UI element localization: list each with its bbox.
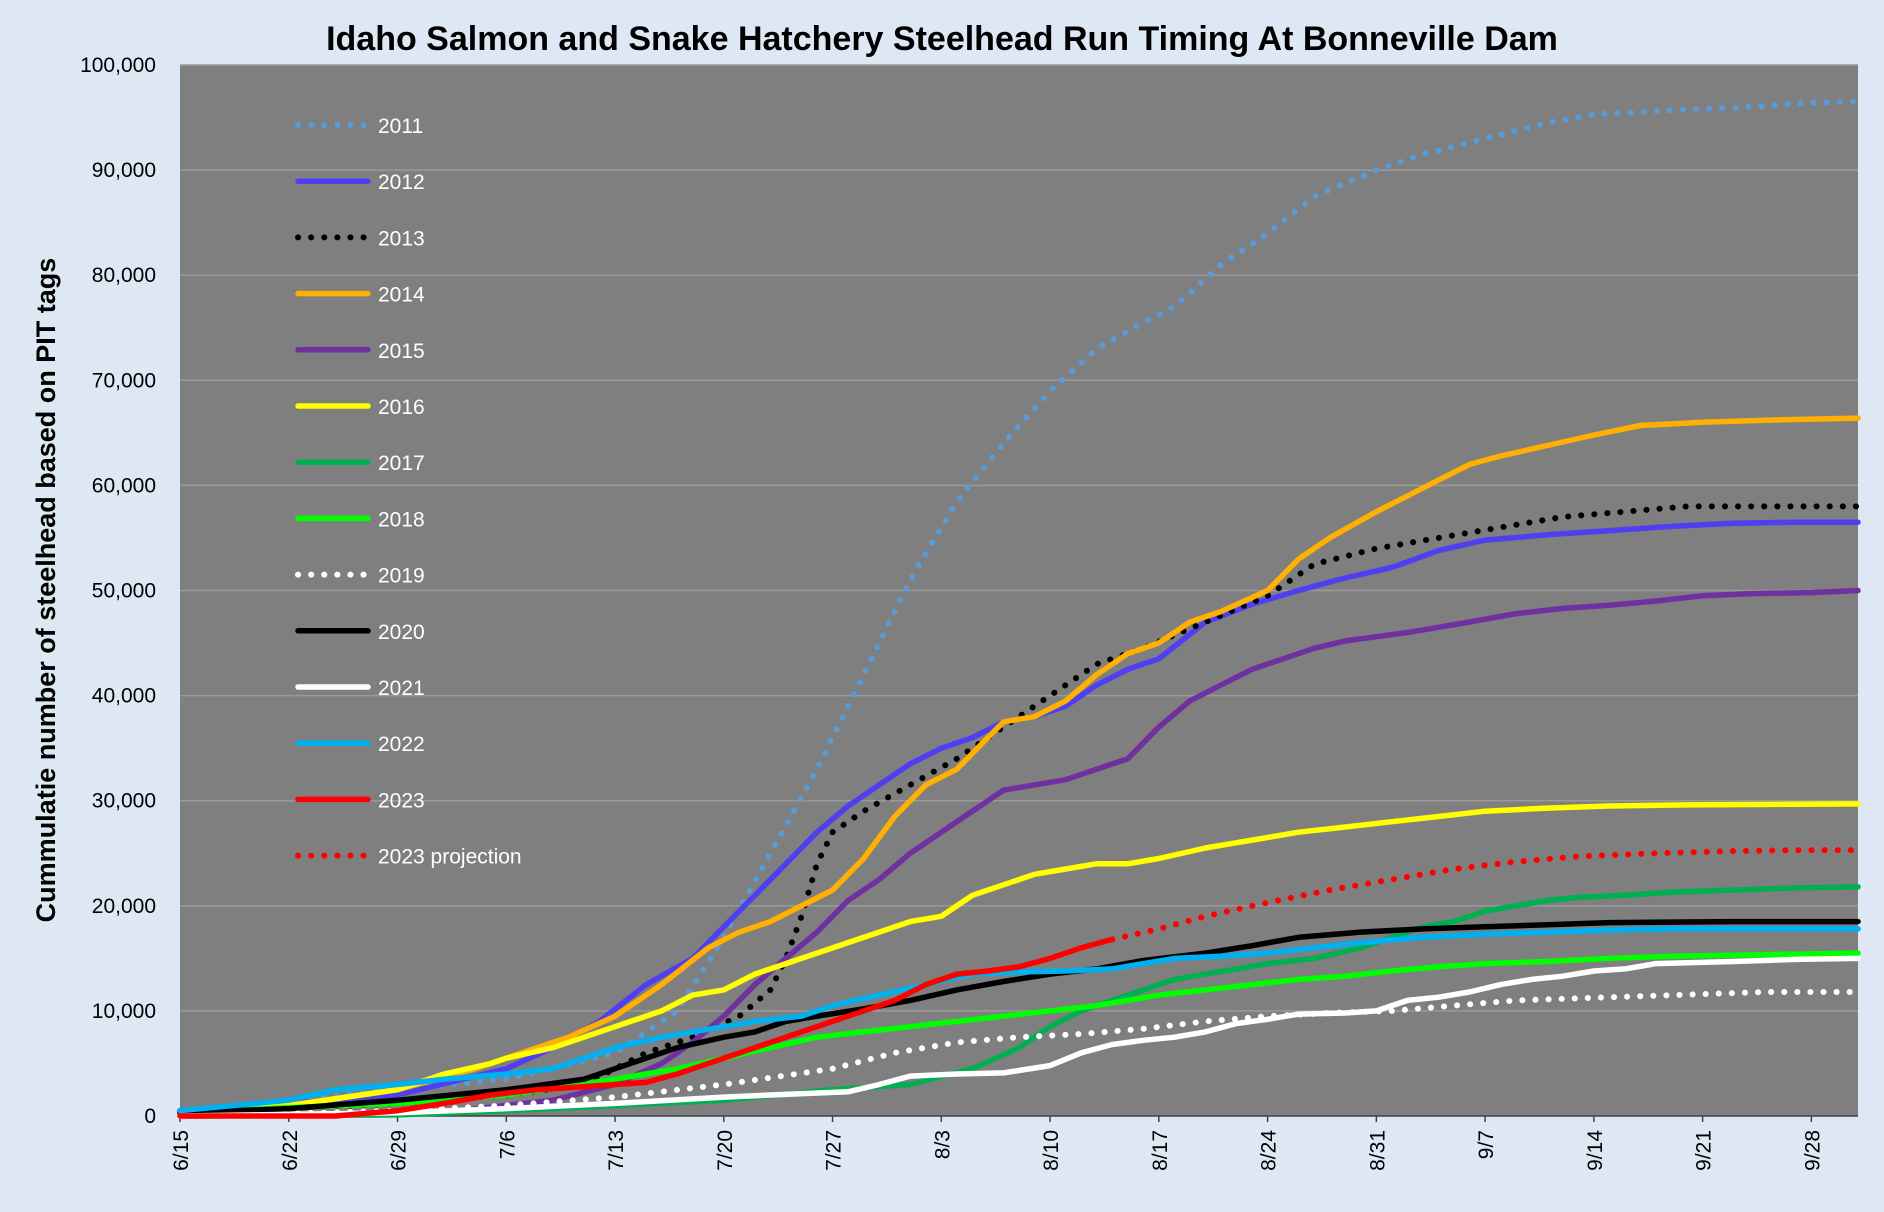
- x-axis: 6/15 6/22 6/29 7/6 7/13 7/20 7/27 8/3 8/10 8/17 8/…: [170, 1115, 1858, 1171]
- y-tick-label: 60,000: [92, 474, 156, 497]
- legend-label: 2019: [378, 565, 425, 588]
- x-tick-label: 6/15: [170, 1130, 193, 1171]
- series-line-2020: [177, 918, 1861, 1116]
- y-tick-label: 30,000: [92, 790, 156, 813]
- grid-lines: [180, 64, 1858, 1012]
- x-tick-label: 7/6: [496, 1130, 519, 1159]
- legend-label: 2011: [378, 115, 423, 138]
- legend-label: 2016: [378, 396, 425, 419]
- y-tick-label: 10,000: [92, 1000, 156, 1023]
- x-tick-label: 8/24: [1258, 1130, 1281, 1171]
- legend-label: 2015: [378, 340, 425, 363]
- series-line-2011: [177, 98, 1861, 1114]
- x-tick-label: 6/22: [279, 1130, 302, 1171]
- y-tick-label: 50,000: [92, 580, 156, 603]
- series-line-2016: [177, 801, 1861, 1116]
- legend: 2011 2012 2013 2014 2015 2016 2017 2018 2019 2020…: [295, 115, 522, 869]
- legend-label: 2018: [378, 508, 425, 531]
- legend-label: 2012: [378, 171, 425, 194]
- series-line-2023: [177, 936, 1115, 1119]
- x-tick-label: 8/17: [1149, 1130, 1172, 1171]
- series-line-2021: [177, 955, 1861, 1119]
- legend-label: 2021: [378, 677, 425, 700]
- x-tick-label: 6/29: [388, 1130, 411, 1171]
- x-tick-label: 8/10: [1040, 1130, 1063, 1171]
- y-tick-label: 20,000: [92, 895, 156, 918]
- series-line-2023-projection: [1109, 847, 1861, 943]
- legend-label: 2013: [378, 227, 425, 250]
- x-tick-label: 8/31: [1366, 1130, 1389, 1171]
- legend-label: 2017: [378, 452, 425, 475]
- legend-label: 2023: [378, 789, 425, 812]
- legend-label: 2023 projection: [378, 846, 522, 869]
- x-tick-label: 9/21: [1693, 1130, 1716, 1171]
- x-tick-label: 9/14: [1584, 1130, 1607, 1171]
- y-tick-label: 70,000: [92, 369, 156, 392]
- series-lines: [177, 98, 1861, 1119]
- series-line-2014: [177, 415, 1861, 1116]
- y-tick-label: 40,000: [92, 685, 156, 708]
- x-tick-label: 7/27: [823, 1130, 846, 1171]
- series-line-2018: [177, 950, 1861, 1116]
- x-tick-label: 7/20: [714, 1130, 737, 1171]
- y-tick-label: 100,000: [80, 54, 156, 77]
- y-axis: 0 10,000 20,000 30,000 40,000 50,000 60,000 70,…: [80, 54, 156, 1128]
- chart-title: Idaho Salmon and Snake Hatchery Steelhea…: [326, 20, 1558, 58]
- y-tick-label: 80,000: [92, 264, 156, 287]
- legend-label: 2022: [378, 733, 425, 756]
- legend-label: 2014: [378, 284, 425, 307]
- legend-label: 2020: [378, 621, 425, 644]
- x-tick-label: 9/28: [1801, 1130, 1824, 1171]
- y-tick-label: 90,000: [92, 159, 156, 182]
- x-tick-label: 7/13: [605, 1130, 628, 1171]
- y-axis-label: Cummulatie number of steelhead based on …: [31, 258, 61, 923]
- x-tick-label: 8/3: [931, 1130, 954, 1159]
- x-tick-label: 9/7: [1475, 1130, 1498, 1159]
- y-tick-label: 0: [144, 1105, 156, 1128]
